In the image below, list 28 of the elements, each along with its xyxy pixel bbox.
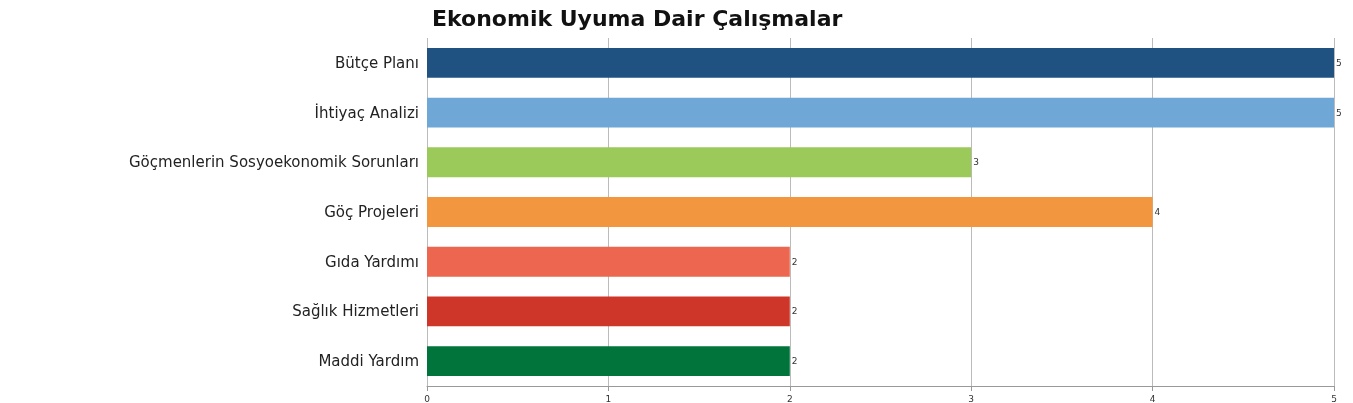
y-tick-label: Göç Projeleri bbox=[324, 203, 419, 221]
bar bbox=[427, 246, 790, 277]
data-label: 5 bbox=[1336, 107, 1342, 118]
bar bbox=[427, 197, 1153, 227]
x-tick-label: 1 bbox=[605, 393, 612, 403]
x-tick-label: 4 bbox=[1149, 393, 1156, 403]
bar bbox=[427, 47, 1334, 78]
data-label: 4 bbox=[1154, 207, 1161, 217]
data-label: 3 bbox=[973, 157, 979, 168]
y-tick-label: Bütçe Planı bbox=[334, 53, 419, 72]
data-label: 2 bbox=[791, 306, 798, 317]
y-tick-label: Maddi Yardım bbox=[318, 352, 419, 371]
data-label: 2 bbox=[791, 256, 798, 267]
data-label: 2 bbox=[791, 356, 798, 367]
bar bbox=[427, 296, 790, 327]
y-tick-label: İhtiyaç Analizi bbox=[314, 102, 419, 122]
x-tick-label: 3 bbox=[968, 393, 975, 403]
y-tick-label: Gıda Yardımı bbox=[325, 252, 419, 271]
y-tick-label: Göçmenlerin Sosyoekonomik Sorunları bbox=[128, 153, 419, 172]
x-tick-label: 5 bbox=[1331, 393, 1337, 403]
bar bbox=[427, 147, 972, 178]
x-tick-label: 0 bbox=[424, 393, 431, 403]
x-tick-label: 2 bbox=[786, 393, 793, 403]
bar bbox=[427, 346, 790, 377]
chart-title: Ekonomik Uyuma Dair Çalışmalar bbox=[432, 5, 843, 31]
y-tick-label: Sağlık Hizmetleri bbox=[292, 302, 419, 321]
bar bbox=[427, 97, 1334, 128]
data-label: 5 bbox=[1336, 57, 1342, 68]
